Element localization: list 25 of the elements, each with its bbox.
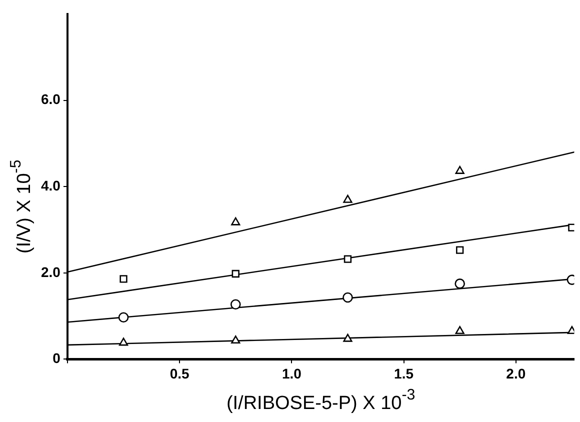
- y-axis-title: (I/V) X 10-5: [8, 160, 36, 254]
- x-tick-label: 1.5: [394, 365, 414, 382]
- point: [231, 217, 240, 226]
- y-tick-label: 4.0: [40, 177, 61, 194]
- point: [343, 194, 352, 203]
- point: [568, 224, 574, 232]
- x-tick-label: 0.5: [170, 365, 190, 382]
- point: [118, 338, 128, 346]
- point: [118, 312, 129, 322]
- point: [455, 326, 464, 334]
- point: [455, 166, 464, 174]
- y-tick-label: 2.0: [40, 264, 61, 280]
- point: [120, 275, 128, 283]
- x-tick-label: 2.0: [506, 365, 526, 382]
- point: [231, 335, 240, 344]
- point: [342, 292, 353, 303]
- x-tick-label: 1.0: [282, 365, 302, 382]
- point: [454, 278, 465, 289]
- point: [232, 270, 240, 278]
- point: [456, 246, 464, 254]
- point: [230, 299, 241, 310]
- point: [343, 334, 352, 342]
- y-tick-label: 6.0: [40, 91, 61, 108]
- y-tick-label: 0: [52, 350, 61, 366]
- point: [344, 255, 352, 263]
